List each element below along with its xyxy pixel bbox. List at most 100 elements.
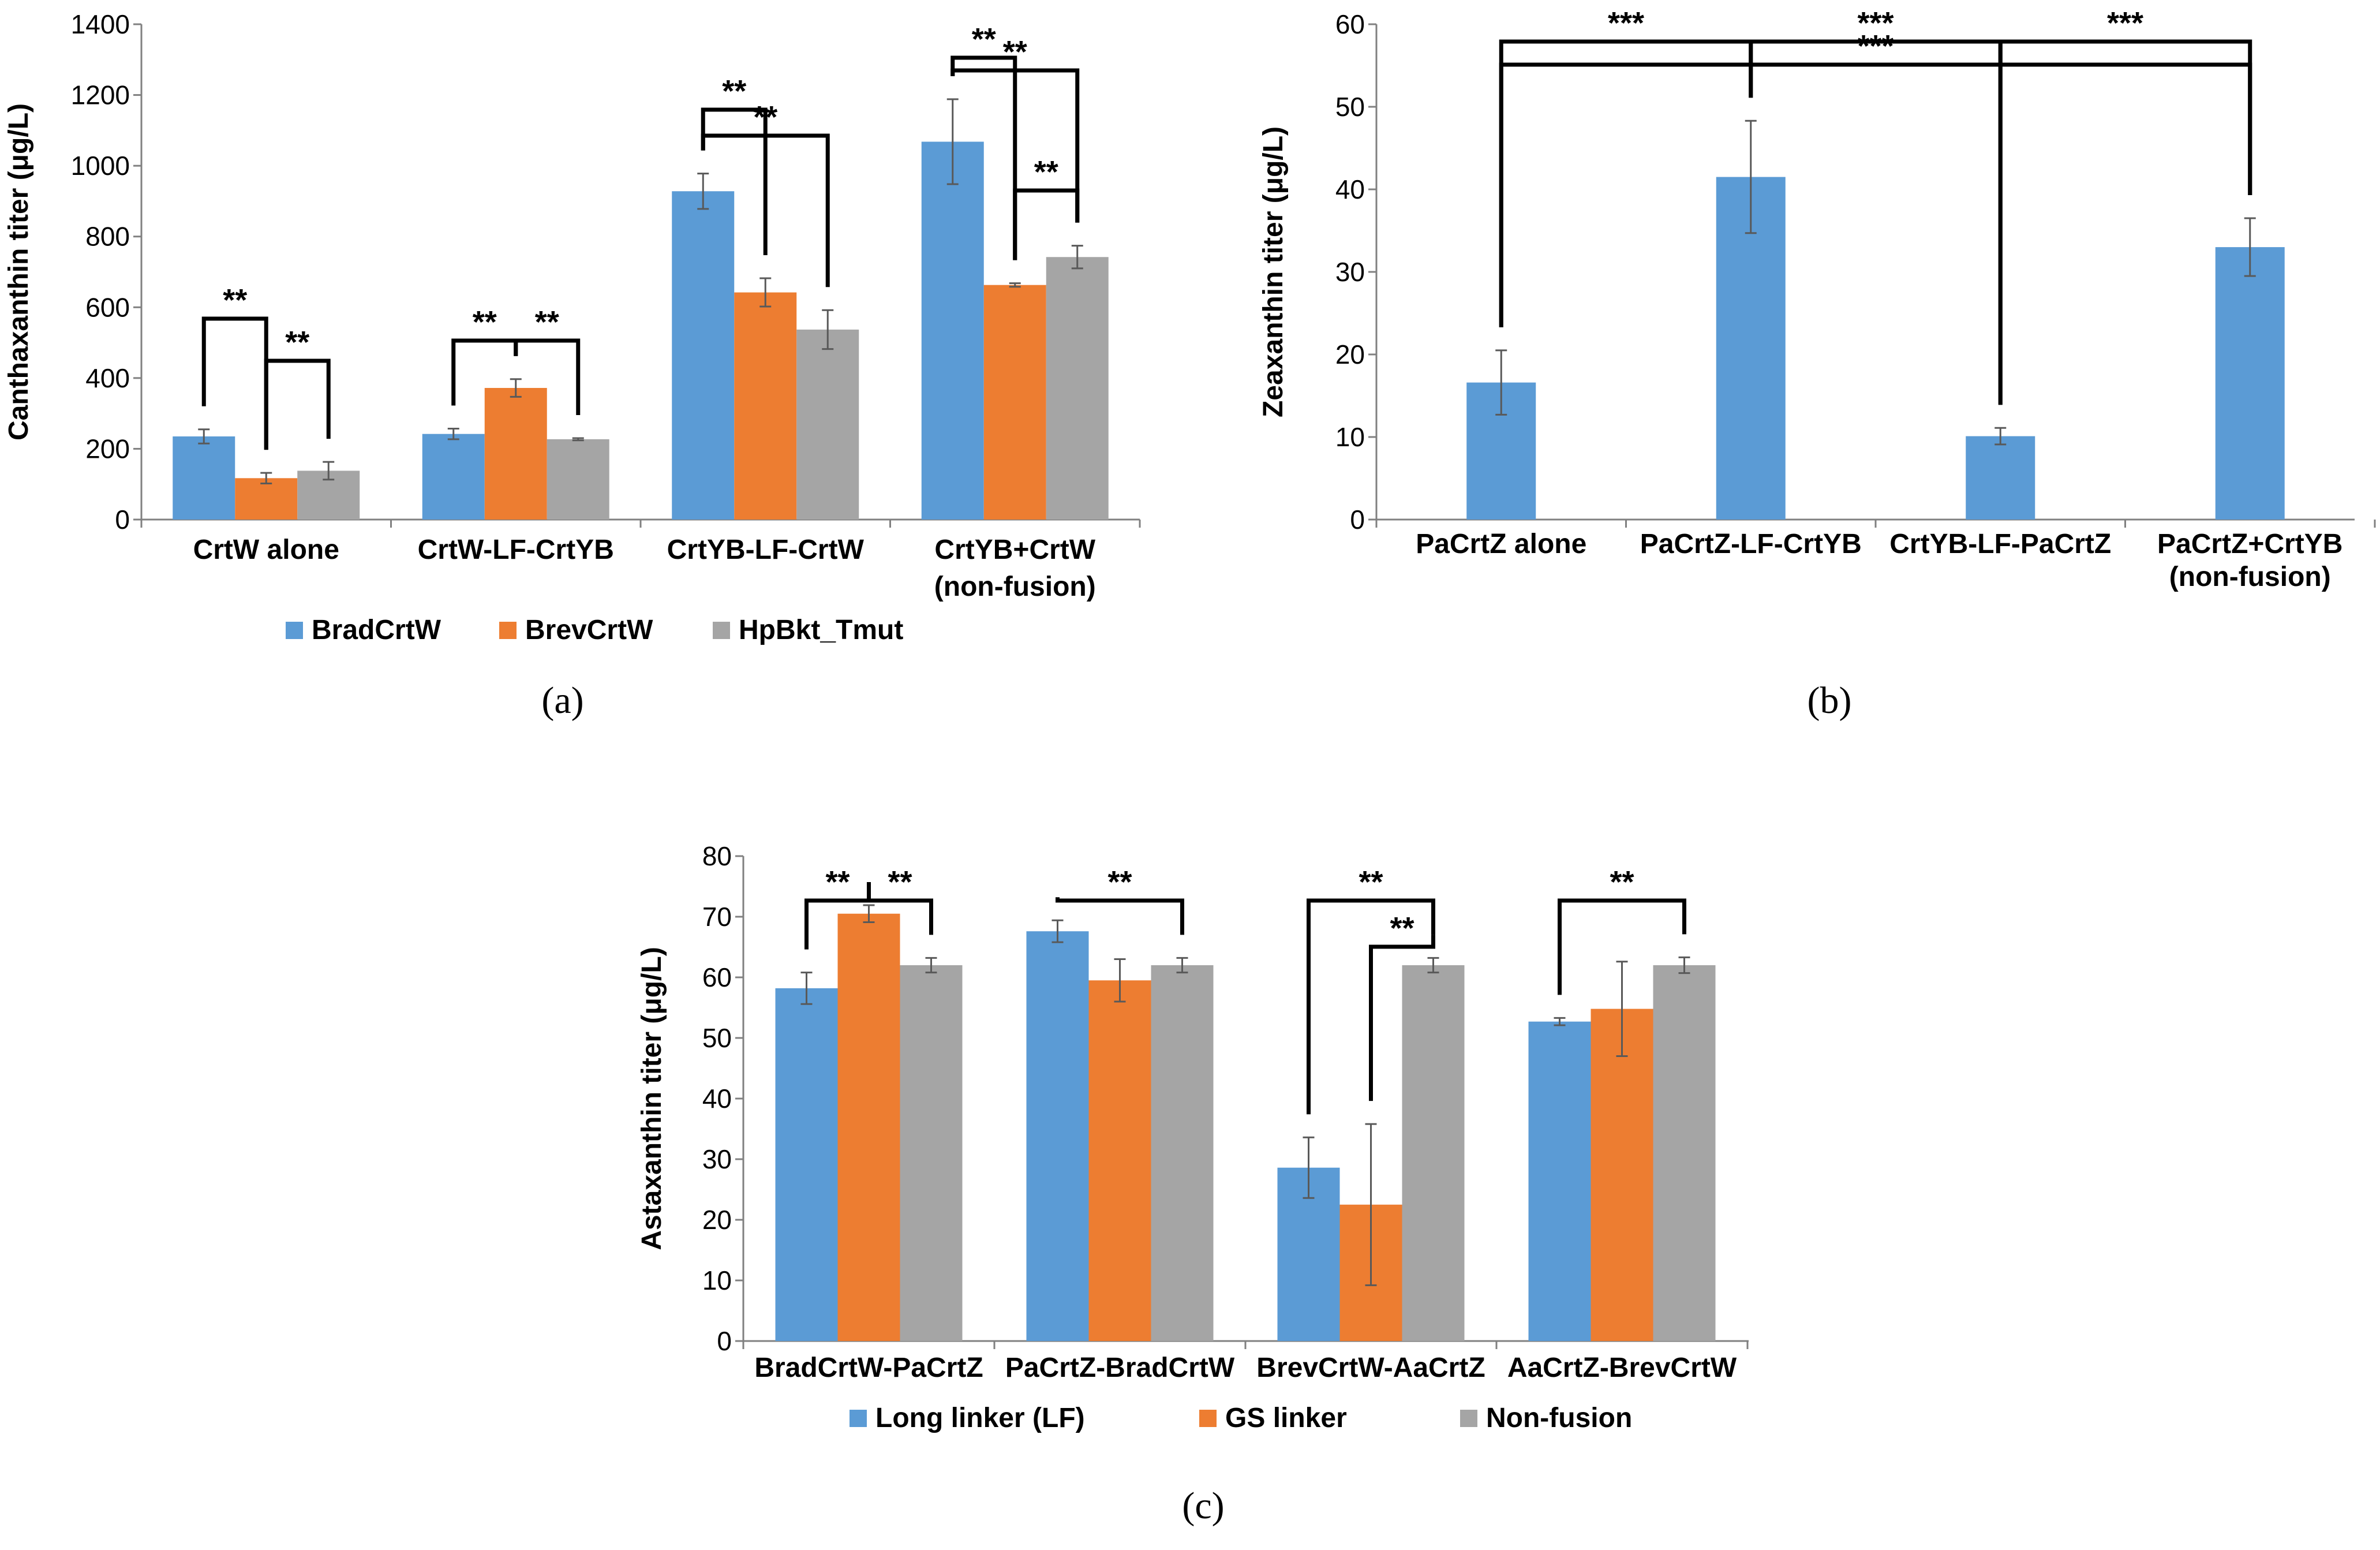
significance-label: ** — [473, 305, 497, 339]
panel-label: (c) — [1182, 1485, 1224, 1527]
x-category-label: AaCrtZ-BrevCrtW — [1507, 1353, 1737, 1383]
x-category-label: CrtYB+CrtW — [934, 535, 1095, 565]
x-category-label: CrtYB-LF-CrtW — [667, 535, 865, 565]
significance-bracket — [950, 68, 1080, 223]
y-tick-label: 0 — [1350, 505, 1365, 535]
bar — [1653, 965, 1716, 1341]
y-axis-label: Zeaxanthin titer (μg/L) — [1258, 126, 1289, 417]
x-category-label: CrtW-LF-CrtYB — [418, 535, 614, 565]
panel-label: (a) — [541, 679, 583, 722]
bar — [1591, 1009, 1653, 1341]
significance-bracket — [1499, 62, 2252, 327]
x-category-label: PaCrtZ alone — [1416, 529, 1586, 559]
y-axis-label: Astaxanthin titer (μg/L) — [637, 947, 667, 1250]
significance-bracket — [1749, 39, 2003, 405]
y-tick-label: 70 — [702, 902, 732, 932]
y-tick-label: 60 — [1335, 9, 1365, 39]
x-category-label: CrtW alone — [193, 535, 339, 565]
y-tick-label: 50 — [702, 1023, 732, 1053]
significance-bracket — [950, 55, 1017, 260]
significance-bracket — [201, 316, 268, 450]
bar — [1151, 965, 1214, 1341]
panel-label: (b) — [1808, 679, 1852, 722]
x-category-label: BradCrtW-PaCrtZ — [754, 1353, 983, 1383]
y-tick-label: 10 — [1335, 422, 1365, 452]
bar — [921, 141, 984, 520]
y-tick-label: 10 — [702, 1265, 732, 1295]
significance-label: ** — [535, 305, 559, 339]
panel-c-astaxanthin-chart: 0 10 20 30 40 50 60 70 80 Astaxanthin titer (μg/L… — [637, 841, 1749, 1527]
significance-bracket — [1558, 898, 1686, 995]
significance-label: *** — [1857, 6, 1893, 40]
y-tick-label: 30 — [702, 1144, 732, 1174]
significance-label: ** — [1034, 155, 1058, 189]
bar — [900, 965, 963, 1341]
bar — [775, 988, 838, 1341]
y-tick-label: 1000 — [71, 151, 130, 181]
significance-label: *** — [1857, 29, 1893, 64]
bar — [734, 292, 797, 520]
x-category-label: PaCrtZ-LF-CrtYB — [1640, 529, 1862, 559]
bar — [672, 191, 735, 520]
legend-label: BradCrtW — [312, 615, 441, 645]
panel-b-zeaxanthin-chart: 0 10 20 30 40 50 60 Zeaxanthin titer (μg/L) PaCr… — [1258, 6, 2376, 722]
bar — [235, 478, 298, 520]
significance-bracket — [1056, 897, 1184, 935]
legend-swatch — [286, 622, 303, 639]
bar — [1966, 436, 2035, 520]
significance-bracket — [701, 107, 768, 256]
significance-label: ** — [1390, 911, 1414, 946]
y-tick-label: 20 — [1335, 339, 1365, 369]
bar — [1026, 931, 1089, 1341]
y-tick-label: 60 — [702, 962, 732, 992]
x-category-label: CrtYB-LF-PaCrtZ — [1889, 529, 2111, 559]
significance-label: *** — [1608, 6, 1644, 40]
significance-label: ** — [722, 74, 746, 109]
x-category-label: (non-fusion) — [934, 572, 1096, 602]
bar — [173, 436, 235, 520]
y-tick-label: 40 — [1335, 174, 1365, 204]
x-category-label: PaCrtZ-BradCrtW — [1005, 1353, 1235, 1383]
bar — [2215, 247, 2285, 520]
y-tick-label: 30 — [1335, 257, 1365, 287]
legend-swatch — [713, 622, 730, 639]
significance-bracket — [867, 882, 933, 935]
significance-bracket — [1499, 39, 1753, 327]
y-tick-label: 40 — [702, 1084, 732, 1114]
significance-label: ** — [825, 865, 850, 899]
significance-label: ** — [753, 100, 777, 135]
significance-label: ** — [1359, 865, 1383, 899]
significance-bracket — [1013, 188, 1080, 260]
y-tick-label: 80 — [702, 841, 732, 871]
y-axis-label: Canthaxanthin titer (μg/L) — [3, 103, 34, 440]
significance-label: ** — [285, 325, 309, 360]
x-category-label: (non-fusion) — [2169, 562, 2331, 592]
bar — [1716, 177, 1786, 520]
significance-bracket — [514, 338, 581, 416]
legend-swatch — [850, 1410, 867, 1427]
bar — [422, 434, 485, 520]
significance-bracket — [701, 133, 830, 287]
significance-label: ** — [1610, 865, 1634, 899]
bar — [1402, 965, 1465, 1341]
y-tick-label: 800 — [85, 222, 130, 252]
legend-label: HpBkt_Tmut — [739, 615, 903, 645]
y-tick-label: 1200 — [71, 80, 130, 110]
x-category-label: BrevCrtW-AaCrtZ — [1256, 1353, 1485, 1383]
legend-label: Long linker (LF) — [875, 1403, 1085, 1433]
significance-label: ** — [1003, 35, 1027, 69]
legend-label: BrevCrtW — [525, 615, 653, 645]
bar — [983, 285, 1046, 520]
significance-label: ** — [888, 865, 912, 899]
bar — [1088, 980, 1151, 1341]
bar — [1528, 1021, 1591, 1341]
y-tick-label: 200 — [85, 434, 130, 464]
panel-a-canthaxanthin-chart: 0 200 400 600 800 1000 1200 1400 Canthaxanthin t… — [3, 9, 1141, 722]
y-tick-label: 600 — [85, 292, 130, 322]
significance-bracket — [264, 358, 331, 450]
bar — [547, 439, 609, 520]
y-tick-label: 0 — [115, 505, 130, 535]
y-tick-label: 20 — [702, 1205, 732, 1235]
significance-bracket — [1307, 898, 1435, 1115]
bar — [837, 913, 900, 1341]
